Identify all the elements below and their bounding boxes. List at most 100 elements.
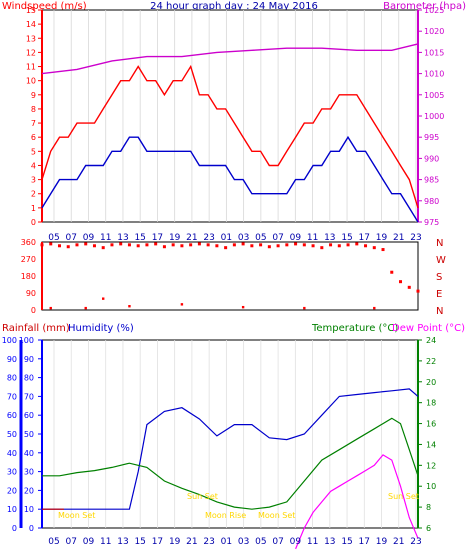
direction-point (303, 243, 306, 246)
hour-label-bottom: 07 (66, 537, 77, 547)
hour-label-bottom: 11 (100, 537, 111, 547)
wind-ytick-label: 9 (31, 91, 36, 100)
direction-point (382, 248, 385, 251)
hour-label-top: 21 (393, 233, 404, 243)
direction-point (373, 246, 376, 249)
hour-label-bottom: 09 (290, 537, 302, 547)
direction-ytick-label: 360 (21, 238, 36, 247)
direction-outlier-point (242, 306, 244, 308)
direction-compass-label: W (436, 255, 446, 266)
wind-ytick-label: 8 (31, 105, 36, 114)
baro-ytick-label: 1005 (424, 91, 444, 100)
hour-label-bottom: 05 (255, 537, 266, 547)
direction-ytick-label: 90 (26, 289, 36, 298)
astro-event-label: Moon Rise (205, 511, 246, 520)
rainfall-ytick-label: 100 (2, 336, 17, 345)
direction-outlier-point (303, 307, 305, 309)
direction-outlier-point (85, 307, 87, 309)
astro-event-label: Moon Set (58, 511, 95, 520)
wind-ytick-label: 12 (26, 48, 36, 57)
hour-label-bottom: 17 (152, 537, 163, 547)
temp-ytick-label: 6 (426, 524, 431, 533)
direction-point (172, 243, 175, 246)
hour-label-top: 21 (186, 233, 197, 243)
hour-label-bottom: 21 (393, 537, 404, 547)
hour-label-top: 07 (272, 233, 283, 243)
direction-point (233, 243, 236, 246)
hour-label-top: 11 (100, 233, 111, 243)
direction-outlier-point (128, 305, 130, 307)
temp-ytick-label: 22 (426, 357, 436, 366)
hour-label-bottom: 09 (83, 537, 95, 547)
direction-ytick-label: 0 (31, 306, 36, 315)
direction-point (58, 244, 61, 247)
hour-label-top: 09 (83, 233, 95, 243)
humidity-axis-title: Humidity (%) (68, 323, 134, 334)
direction-point (163, 245, 166, 248)
rainfall-ytick-label: 20 (7, 486, 17, 495)
hour-label-bottom: 05 (48, 537, 59, 547)
wind-ytick-label: 0 (31, 218, 36, 227)
wind-ytick-label: 1 (31, 204, 36, 213)
wind-ytick-label: 15 (26, 6, 36, 15)
direction-point (259, 243, 262, 246)
hour-label-top: 07 (66, 233, 77, 243)
humidity-ytick-label: 40 (24, 449, 34, 458)
direction-point (268, 245, 271, 248)
direction-point (145, 243, 148, 246)
astro-event-label: Moon Set (258, 511, 295, 520)
dewpoint-axis-title: Dew Point (°C) (392, 323, 465, 334)
baro-ytick-label: 985 (424, 176, 439, 185)
wind-ytick-label: 4 (31, 161, 36, 170)
rainfall-ytick-label: 80 (7, 374, 17, 383)
baro-ytick-label: 1000 (424, 112, 444, 121)
rainfall-ytick-label: 10 (7, 505, 17, 514)
direction-point (277, 244, 280, 247)
temp-ytick-label: 8 (426, 503, 431, 512)
direction-point (312, 244, 315, 247)
temp-ytick-label: 24 (426, 336, 436, 345)
humidity-ytick-label: 70 (24, 392, 34, 401)
humidity-ytick-label: 0 (29, 524, 34, 533)
climate-plot-area (42, 340, 418, 528)
direction-point (110, 243, 113, 246)
temp-ytick-label: 16 (426, 420, 436, 429)
rainfall-ytick-label: 50 (7, 430, 17, 439)
direction-point (347, 243, 350, 246)
humidity-ytick-label: 60 (24, 411, 34, 420)
humidity-ytick-label: 90 (24, 355, 34, 364)
wind-ytick-label: 7 (31, 119, 36, 128)
direction-outlier-point (50, 307, 52, 309)
baro-ytick-label: 975 (424, 218, 439, 227)
direction-point (399, 280, 402, 283)
direction-plot-area (42, 242, 418, 310)
hour-label-top: 17 (359, 233, 370, 243)
hour-label-top: 01 (221, 233, 232, 243)
hour-label-bottom: 01 (221, 537, 232, 547)
direction-outlier-point (181, 303, 183, 305)
hour-label-top: 13 (117, 233, 128, 243)
hour-label-bottom: 19 (169, 537, 181, 547)
astro-event-label: Sun Set (187, 492, 218, 501)
direction-point (93, 244, 96, 247)
hour-label-top: 05 (255, 233, 266, 243)
hour-label-top: 11 (307, 233, 318, 243)
direction-point (102, 246, 105, 249)
hour-label-bottom: 13 (117, 537, 128, 547)
direction-point (390, 271, 393, 274)
hour-label-bottom: 17 (359, 537, 370, 547)
baro-ytick-label: 1025 (424, 6, 444, 15)
humidity-ytick-label: 50 (24, 430, 34, 439)
humidity-ytick-label: 80 (24, 374, 34, 383)
hour-label-top: 23 (410, 233, 421, 243)
hour-label-bottom: 11 (307, 537, 318, 547)
direction-point (128, 243, 131, 246)
hour-label-top: 15 (134, 233, 145, 243)
rainfall-axis-title: Rainfall (mm) (2, 323, 70, 334)
hour-label-top: 09 (290, 233, 302, 243)
direction-compass-label: S (436, 272, 442, 283)
direction-point (320, 246, 323, 249)
wind-ytick-label: 11 (26, 63, 36, 72)
direction-point (207, 243, 210, 246)
